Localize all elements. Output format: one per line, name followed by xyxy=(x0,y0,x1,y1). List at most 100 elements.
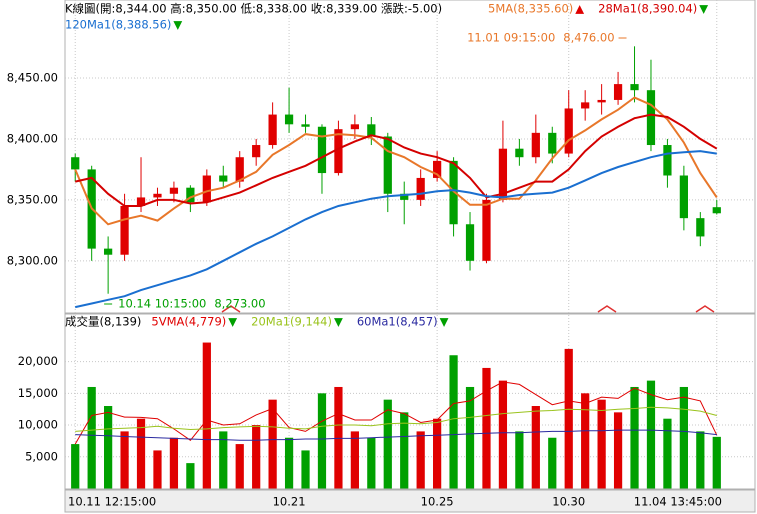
ma-line xyxy=(74,113,718,207)
ma-line xyxy=(74,150,717,309)
y-tick-label: 8,400.00 xyxy=(7,131,58,145)
volume-bar xyxy=(284,437,294,489)
volume-ma-line xyxy=(75,406,717,432)
candle-body xyxy=(350,124,359,130)
volume-bar xyxy=(646,380,656,489)
volume-bar xyxy=(498,380,508,489)
volume-bar xyxy=(696,431,705,489)
candle-body xyxy=(202,175,211,203)
volume-bar xyxy=(400,412,409,489)
price-title: K線圖(開:8,344.00 高:8,350.00 低:8,338.00 收:8… xyxy=(65,2,442,16)
x-tick-label: 10.11 12:15:00 xyxy=(68,495,156,509)
legend-label: 5MA(8,335.60) xyxy=(488,2,573,16)
volume-ma-line xyxy=(74,381,718,445)
candle-body xyxy=(581,102,590,109)
volume-bar xyxy=(136,418,146,489)
candle-body xyxy=(235,157,244,182)
candle-body xyxy=(169,187,179,194)
volume-bar xyxy=(367,437,376,489)
volume-bar xyxy=(219,431,228,489)
y-tick-label: 5,000 xyxy=(25,449,58,463)
low-price-label: 8,273.00 xyxy=(214,297,265,311)
volume-bar xyxy=(433,418,442,489)
candle-body xyxy=(120,205,129,255)
candle-body xyxy=(252,145,261,158)
candle-body xyxy=(498,148,508,200)
volume-bar xyxy=(120,431,129,489)
y-tick-label: 8,350.00 xyxy=(7,192,58,206)
volume-bar xyxy=(71,444,80,489)
candle-body xyxy=(301,124,310,127)
legend-label: 60Ma1(8,457) xyxy=(357,315,438,329)
volume-bar xyxy=(465,386,475,489)
volume-bar xyxy=(613,412,623,489)
legend-trend: ▼ xyxy=(173,18,182,32)
candle-body xyxy=(564,108,573,154)
high-time-label: 11.01 09:15:00 xyxy=(467,31,555,45)
volume-bar xyxy=(581,393,590,489)
volume-bar xyxy=(515,431,524,489)
volume-bar xyxy=(482,367,491,489)
high-price-label: 8,476.00 xyxy=(563,31,614,45)
volume-bar xyxy=(548,437,557,489)
ma-line xyxy=(74,96,718,226)
candle-body xyxy=(630,84,639,91)
y-tick-label: 8,300.00 xyxy=(7,253,58,267)
candle-body xyxy=(548,132,557,154)
candle-body xyxy=(597,99,606,103)
y-tick-label: 10,000 xyxy=(18,418,58,432)
candle-body xyxy=(383,136,392,194)
candle-body xyxy=(416,177,425,200)
volume-bar xyxy=(186,463,195,489)
volume-bar xyxy=(663,418,672,489)
price-panel xyxy=(64,0,756,314)
legend-label: 120Ma1(8,388.56) xyxy=(65,18,171,32)
candle-body xyxy=(71,157,80,170)
low-time-label: 10.14 10:15:00 xyxy=(118,297,206,311)
x-tick-label: 10.25 xyxy=(421,495,454,509)
legend-label: 20Ma1(9,144) xyxy=(251,315,332,329)
candle-body xyxy=(679,175,688,219)
candle-body xyxy=(515,148,524,158)
candle-body xyxy=(153,193,162,198)
volume-bar xyxy=(597,399,606,489)
volume-ma-line xyxy=(75,429,717,441)
candle-body xyxy=(219,175,228,182)
candle-body xyxy=(136,197,146,206)
volume-bar xyxy=(87,386,96,489)
candle-body xyxy=(268,114,277,146)
candle-body xyxy=(531,132,540,158)
x-tick-label: 10.21 xyxy=(273,495,306,509)
volume-bar xyxy=(334,386,343,489)
legend-trend: ▲ xyxy=(575,2,584,16)
candle-body xyxy=(284,114,294,125)
volume-bar xyxy=(317,393,327,489)
candle-body xyxy=(663,145,672,176)
x-tick-label: 10.30 xyxy=(552,495,585,509)
candle-body xyxy=(482,199,491,261)
volume-bar xyxy=(449,355,458,489)
volume-bar xyxy=(679,386,688,489)
volume-bar xyxy=(531,406,540,489)
volume-bar xyxy=(169,437,179,489)
volume-bar xyxy=(153,450,162,489)
volume-bar xyxy=(712,436,721,489)
period-markers xyxy=(221,305,715,313)
legend-trend: ▼ xyxy=(228,315,237,329)
volume-bar xyxy=(301,450,310,489)
volume-bar xyxy=(235,444,244,489)
candle-body xyxy=(104,248,113,255)
candle-body xyxy=(646,90,656,146)
legend-trend: ▼ xyxy=(699,2,708,16)
y-tick-label: 20,000 xyxy=(18,354,58,368)
legend-label: 5VMA(4,779) xyxy=(151,315,226,329)
volume-bar xyxy=(252,425,261,489)
volume-title: 成交量(8,139) xyxy=(65,315,141,329)
candle-body xyxy=(367,124,376,137)
volume-bar xyxy=(383,399,392,489)
volume-bar xyxy=(202,342,211,489)
legend-trend: ▼ xyxy=(440,315,449,329)
legend-label: 28Ma1(8,390.04) xyxy=(598,2,697,16)
x-tick-label: 11.04 13:45:00 xyxy=(634,495,722,509)
